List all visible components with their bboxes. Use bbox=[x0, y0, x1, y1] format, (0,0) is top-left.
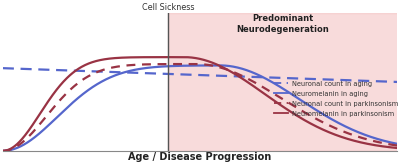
Bar bbox=[168, 13, 400, 151]
Legend: Neuronal count in aging, Neuromelanin in aging, Neuronal count in parkinsonism, : Neuronal count in aging, Neuromelanin in… bbox=[274, 81, 398, 116]
Text: Predominant
Neurodegeneration: Predominant Neurodegeneration bbox=[236, 14, 329, 34]
Text: Cell Sickness: Cell Sickness bbox=[142, 3, 195, 12]
X-axis label: Age / Disease Progression: Age / Disease Progression bbox=[128, 152, 272, 162]
